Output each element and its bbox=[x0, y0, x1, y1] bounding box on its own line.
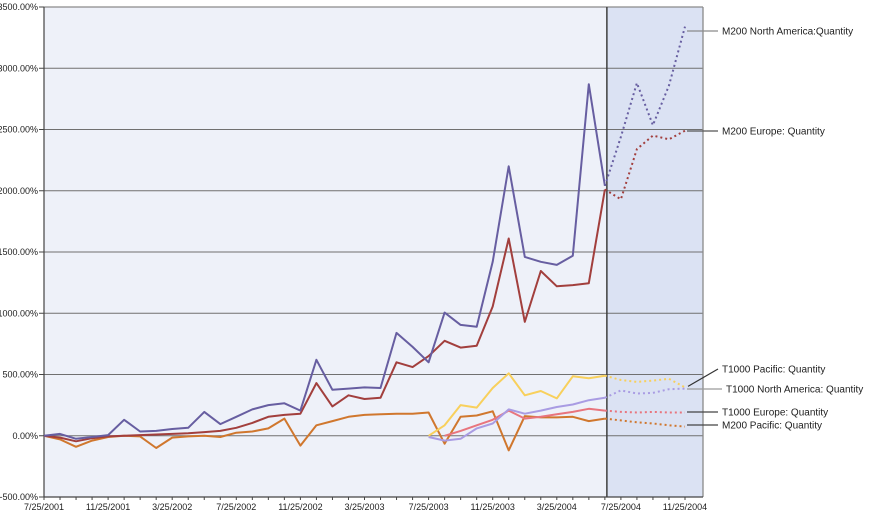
legend-label: M200 Pacific: Quantity bbox=[722, 421, 822, 432]
series-line-solid-0 bbox=[43, 83, 606, 440]
legend-label: T1000 Europe: Quantity bbox=[722, 408, 828, 419]
series-line-solid-5 bbox=[43, 410, 606, 452]
x-axis-label: 3/25/2002 bbox=[152, 502, 192, 512]
series-line-solid-1 bbox=[43, 189, 606, 443]
y-axis-label: 3000.00% bbox=[0, 63, 38, 73]
x-axis-label: 11/25/2004 bbox=[663, 502, 707, 512]
y-axis-label: -500.00% bbox=[0, 492, 38, 502]
series-line-forecast-0 bbox=[603, 26, 686, 187]
legend-label: M200 Europe: Quantity bbox=[722, 127, 825, 138]
series-line-forecast-4 bbox=[604, 409, 685, 414]
y-axis-label: 2000.00% bbox=[0, 186, 38, 196]
series-line-forecast-1 bbox=[604, 129, 686, 201]
series-line-solid-3 bbox=[428, 396, 606, 442]
y-axis-label: 0.00% bbox=[12, 431, 38, 441]
series-line-forecast-5 bbox=[604, 417, 686, 428]
legend-label: M200 North America:Quantity bbox=[722, 27, 853, 38]
legend-label: T1000 North America: Quantity bbox=[726, 385, 863, 396]
x-axis-label: 3/25/2004 bbox=[537, 502, 577, 512]
y-axis-label: 500.00% bbox=[2, 370, 38, 380]
legend-callout-line bbox=[687, 368, 719, 387]
series-line-solid-2 bbox=[428, 372, 606, 437]
x-axis-label: 7/25/2002 bbox=[216, 502, 256, 512]
x-axis-label: 11/25/2002 bbox=[278, 502, 322, 512]
x-axis-label: 3/25/2003 bbox=[344, 502, 384, 512]
legend-label: T1000 Pacific: Quantity bbox=[722, 365, 825, 376]
x-axis-label: 11/25/2003 bbox=[471, 502, 515, 512]
series-line-forecast-3 bbox=[604, 387, 686, 399]
y-axis-label: 2500.00% bbox=[0, 125, 38, 135]
series-line-solid-4 bbox=[444, 407, 606, 437]
x-axis-label: 7/25/2004 bbox=[601, 502, 641, 512]
y-axis-label: 3500.00% bbox=[0, 2, 38, 12]
x-axis-label: 7/25/2001 bbox=[24, 502, 64, 512]
y-axis-label: 1000.00% bbox=[0, 308, 38, 318]
series-line-forecast-2 bbox=[604, 374, 686, 389]
x-axis-label: 11/25/2001 bbox=[86, 502, 130, 512]
x-axis-label: 7/25/2003 bbox=[409, 502, 449, 512]
y-axis-label: 1500.00% bbox=[0, 247, 38, 257]
